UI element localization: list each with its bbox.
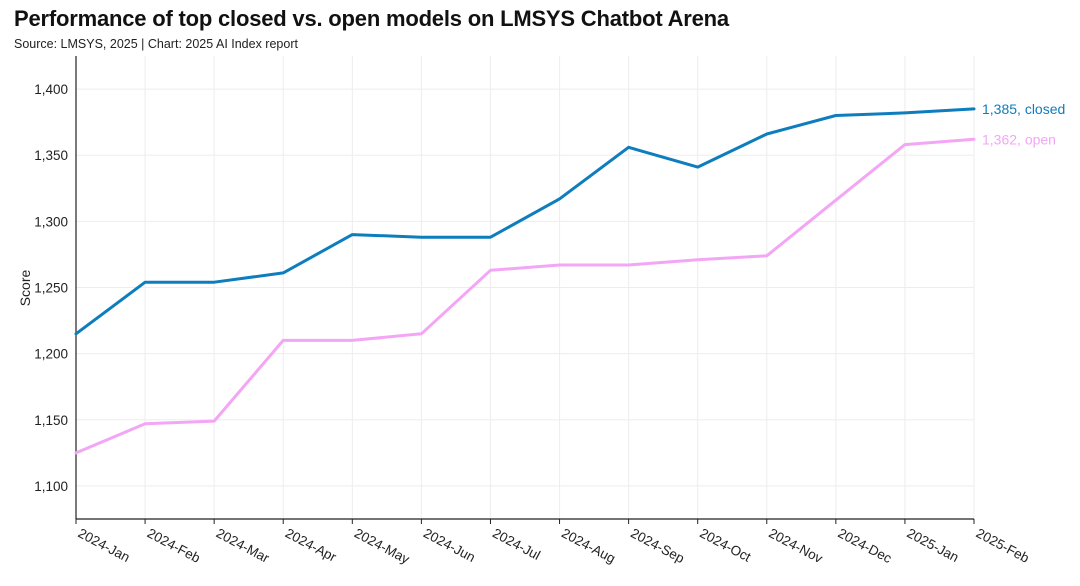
y-tick-label: 1,400 <box>34 82 68 97</box>
x-tick-label: 2025-Feb <box>974 525 1032 565</box>
y-tick-label: 1,100 <box>34 479 68 494</box>
x-tick-label: 2024-Apr <box>283 525 340 565</box>
x-tick-label: 2024-Jan <box>76 525 133 565</box>
axes <box>75 56 975 524</box>
chart-title: Performance of top closed vs. open model… <box>14 6 729 31</box>
series-line-open <box>74 137 976 455</box>
series-line-closed <box>74 107 976 336</box>
x-tick-label: 2024-Jun <box>421 525 478 565</box>
x-tick-label: 2024-Aug <box>559 525 618 566</box>
x-tick-label: 2025-Jan <box>905 525 962 565</box>
y-axis-ticks: 1,100 1,150 1,200 1,250 1,300 1,350 1,400 <box>34 82 68 494</box>
x-tick-label: 2024-Dec <box>835 525 894 566</box>
x-tick-label: 2024-Jul <box>490 525 543 563</box>
x-tick-label: 2024-Nov <box>766 525 825 566</box>
y-tick-label: 1,250 <box>34 281 68 296</box>
chart-subtitle: Source: LMSYS, 2025 | Chart: 2025 AI Ind… <box>14 37 298 51</box>
series-lines <box>74 107 976 455</box>
x-axis-ticks: 2024-Jan 2024-Feb 2024-Mar 2024-Apr 2024-May… <box>76 525 1032 567</box>
x-tick-label: 2024-Sep <box>628 525 687 566</box>
end-label-open: 1,362, open <box>982 131 1056 147</box>
x-tick-label: 2024-Mar <box>214 525 273 566</box>
grid-lines <box>75 56 975 519</box>
x-tick-label: 2024-May <box>352 525 412 567</box>
x-tick-label: 2024-Oct <box>697 525 753 564</box>
y-tick-label: 1,150 <box>34 413 68 428</box>
y-axis-label: Score <box>17 270 33 307</box>
y-tick-label: 1,200 <box>34 347 68 362</box>
y-tick-label: 1,350 <box>34 148 68 163</box>
end-label-closed: 1,385, closed <box>982 101 1065 117</box>
series-end-labels: 1,362, open 1,385, closed <box>982 101 1065 147</box>
x-tick-label: 2024-Feb <box>145 525 203 565</box>
y-tick-label: 1,300 <box>34 214 68 229</box>
